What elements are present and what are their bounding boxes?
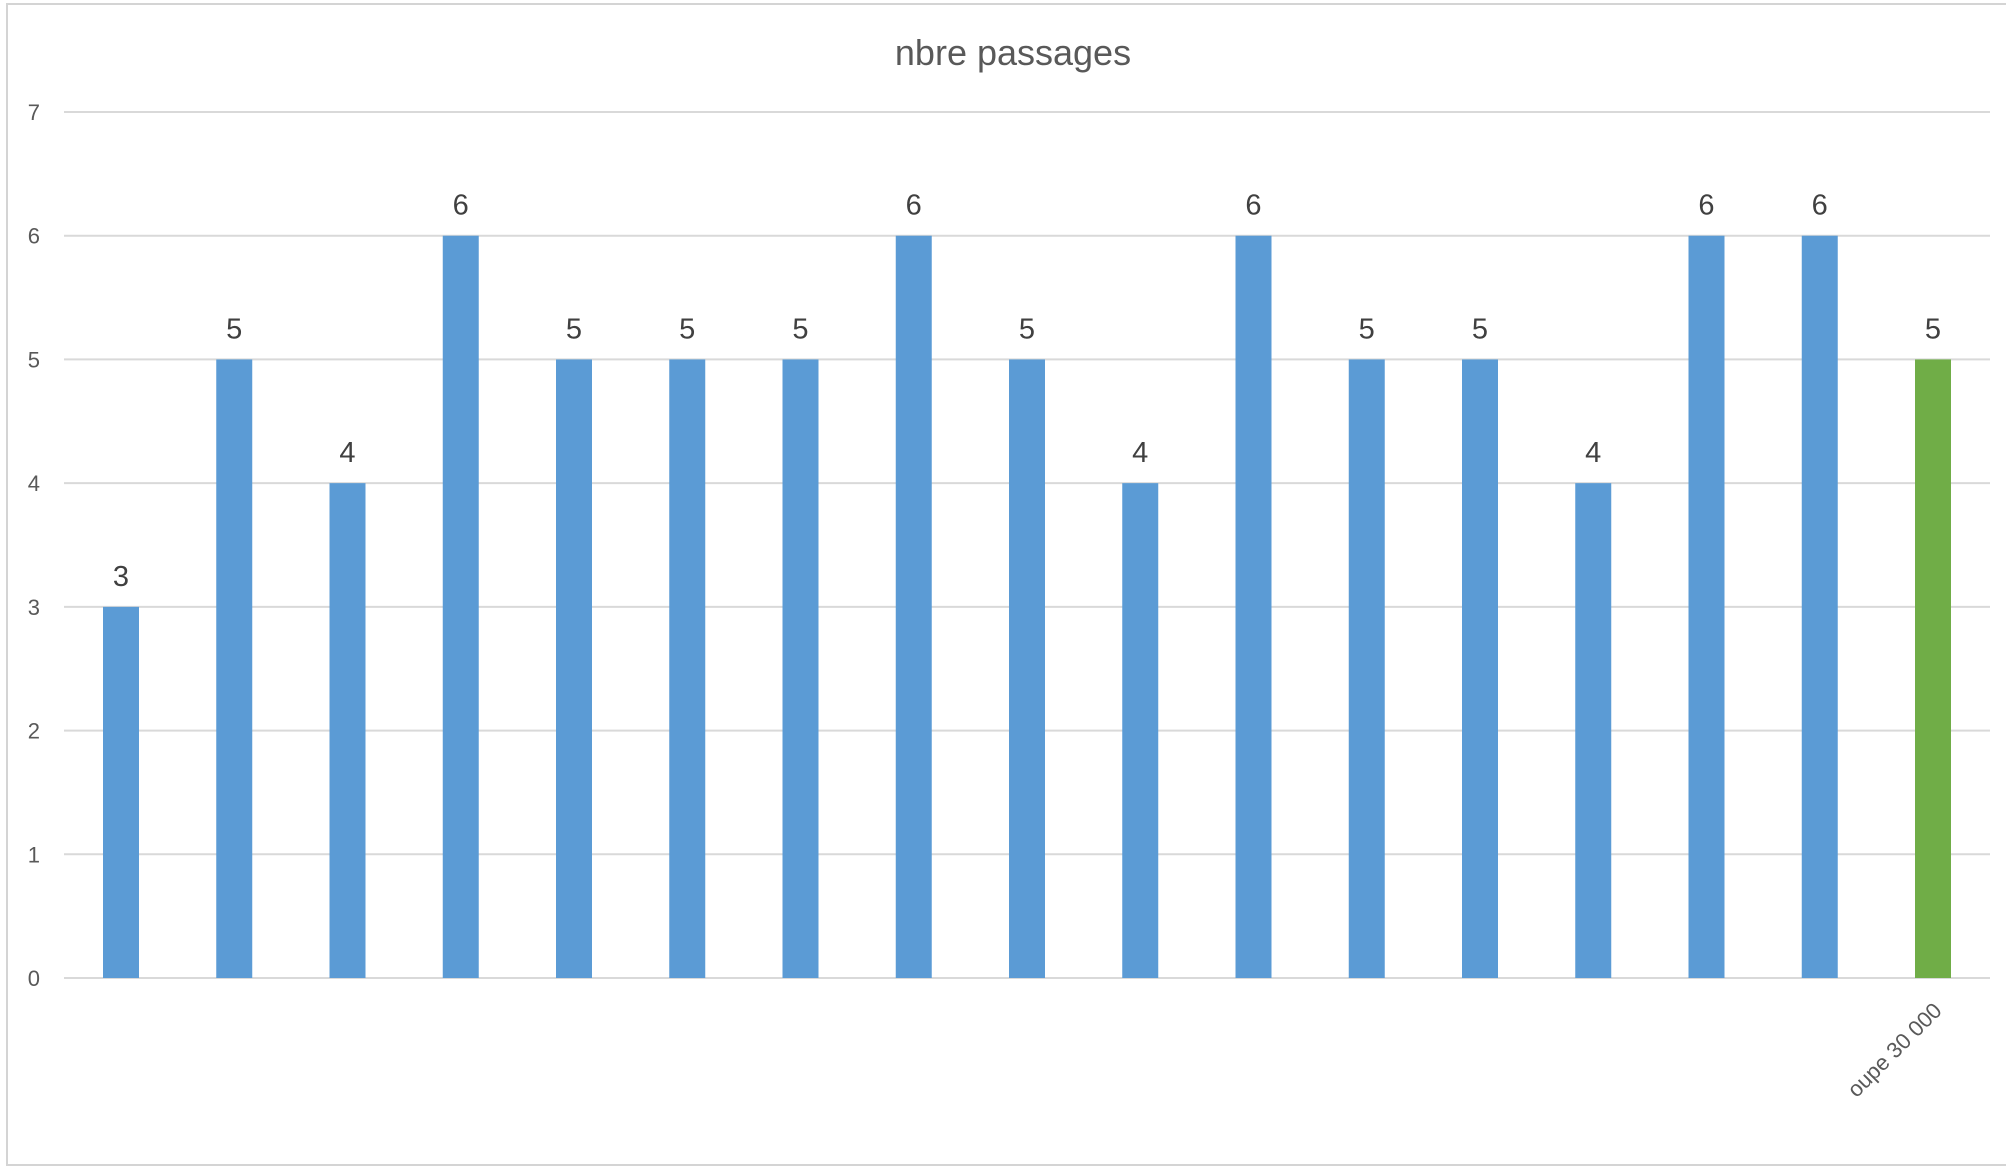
data-label: 5	[226, 313, 242, 345]
data-label: 6	[1812, 190, 1828, 222]
y-tick-label: 3	[28, 595, 40, 620]
y-tick-label: 1	[28, 842, 40, 867]
bar	[669, 359, 705, 978]
bar	[1689, 236, 1725, 978]
y-tick-label: 6	[28, 224, 40, 249]
data-label: 6	[1245, 190, 1261, 222]
y-axis-ticks: 0 1 2 3 4 5 6 7	[28, 100, 40, 991]
data-label: 5	[1472, 313, 1488, 345]
data-label: 4	[1585, 437, 1601, 469]
bar	[1236, 236, 1272, 978]
bar	[330, 483, 366, 978]
data-label: 5	[792, 313, 808, 345]
data-label: 6	[453, 190, 469, 222]
bar	[216, 359, 252, 978]
chart-title: nbre passages	[895, 32, 1131, 73]
bar	[1915, 359, 1951, 978]
bar	[1575, 483, 1611, 978]
bar	[783, 359, 819, 978]
data-label: 5	[1019, 313, 1035, 345]
bar	[103, 607, 139, 978]
y-tick-label: 5	[28, 347, 40, 372]
y-tick-label: 0	[28, 966, 40, 991]
bar	[1802, 236, 1838, 978]
bar	[443, 236, 479, 978]
y-tick-label: 2	[28, 719, 40, 744]
data-label: 4	[339, 437, 355, 469]
bar	[1009, 359, 1045, 978]
data-label: 4	[1132, 437, 1148, 469]
data-label: 6	[1698, 190, 1714, 222]
x-axis-ticks: oupe 30 000	[1842, 998, 1946, 1102]
data-label: 3	[113, 561, 129, 593]
bar	[896, 236, 932, 978]
y-tick-label: 7	[28, 100, 40, 125]
data-label: 6	[906, 190, 922, 222]
x-tick-label: oupe 30 000	[1842, 998, 1946, 1102]
bar	[1122, 483, 1158, 978]
bar	[556, 359, 592, 978]
data-label: 5	[679, 313, 695, 345]
bar	[1349, 359, 1385, 978]
data-label: 5	[1359, 313, 1375, 345]
data-label: 5	[566, 313, 582, 345]
data-label: 5	[1925, 313, 1941, 345]
y-tick-label: 4	[28, 471, 40, 496]
bar	[1462, 359, 1498, 978]
